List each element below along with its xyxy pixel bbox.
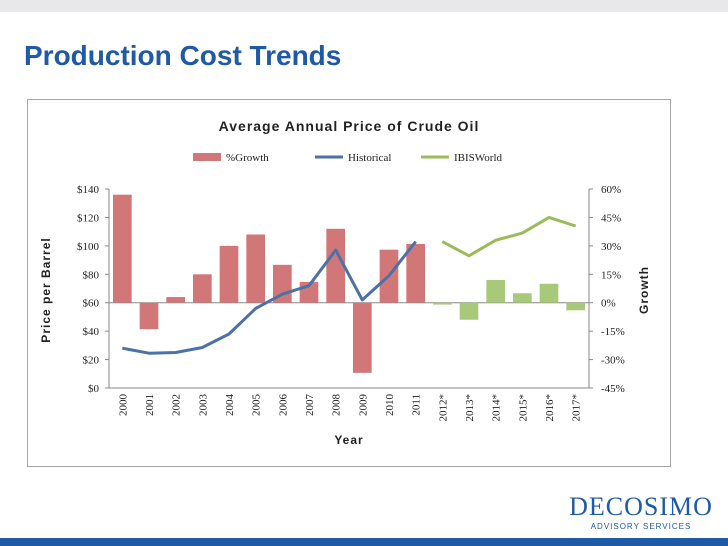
x-tick-label: 2010: [384, 394, 396, 417]
growth-bar-2003: [193, 274, 212, 303]
x-tick-label: 2002: [171, 394, 183, 416]
slide-title: Production Cost Trends: [24, 40, 342, 71]
x-tick-label: 2004: [224, 394, 236, 417]
left-tick-label: $40: [83, 326, 100, 338]
x-tick-label: 2017*: [571, 394, 583, 422]
historical-line: [122, 240, 417, 355]
right-tick-label: 0%: [601, 298, 616, 310]
x-tick-label: 2000: [117, 394, 129, 417]
x-axis-title: Year: [334, 433, 363, 447]
left-tick-label: $140: [77, 184, 100, 196]
footer-bar: [0, 538, 728, 546]
growth-bar-2011: [406, 243, 425, 303]
legend-label-growth: %Growth: [226, 152, 269, 164]
x-tick-label: 2011: [411, 394, 423, 416]
left-tick-label: $80: [83, 269, 100, 281]
growth-bar-2015-f: [513, 293, 532, 303]
growth-bar-2005: [246, 234, 265, 303]
x-tick-label: 2005: [251, 394, 263, 417]
left-tick-label: $100: [77, 241, 100, 253]
growth-bar-2014-f: [486, 279, 505, 303]
x-tick-label: 2006: [277, 394, 289, 417]
growth-bar-2001: [139, 302, 159, 330]
growth-bar-2008: [326, 228, 345, 303]
growth-bar-2012-f: [433, 302, 452, 305]
legend-label-ibisworld: IBISWorld: [454, 152, 503, 164]
decosimo-logo: DECOSIMO ADVISORY SERVICES: [566, 492, 716, 532]
x-tick-label: 2007: [304, 394, 316, 417]
growth-bar-2017-f: [566, 302, 585, 311]
right-tick-label: 30%: [601, 241, 621, 253]
right-tick-label: 60%: [601, 184, 621, 196]
right-tick-label: -15%: [601, 326, 625, 338]
growth-bar-2002: [166, 297, 185, 303]
right-tick-label: 15%: [601, 269, 621, 281]
x-tick-label: 2009: [357, 394, 369, 417]
left-tick-label: $60: [83, 298, 100, 310]
growth-bar-2000: [113, 194, 132, 303]
logo-tagline: ADVISORY SERVICES: [590, 522, 692, 531]
right-tick-label: -30%: [601, 355, 625, 367]
right-tick-label: 45%: [601, 212, 621, 224]
legend-label-historical: Historical: [348, 152, 391, 164]
x-tick-label: 2014*: [491, 394, 503, 422]
x-tick-label: 2016*: [544, 394, 556, 422]
growth-bar-2009: [353, 302, 372, 373]
left-tick-label: $0: [88, 383, 100, 395]
x-tick-label: 2015*: [517, 394, 529, 422]
x-tick-label: 2003: [197, 394, 209, 417]
x-tick-label: 2001: [144, 394, 156, 416]
growth-bar-2013-f: [459, 302, 479, 320]
top-band: [0, 0, 728, 12]
x-tick-label: 2013*: [464, 394, 476, 422]
y-axis-title-left: Price per Barrel: [39, 237, 53, 342]
growth-bar-2004: [219, 245, 239, 303]
crude-oil-chart: Average Annual Price of Crude Oil %Growth…: [39, 118, 651, 447]
left-tick-label: $120: [77, 212, 100, 224]
y-axis-title-right: Growth: [637, 266, 651, 314]
legend-growth-swatch: [193, 153, 221, 161]
growth-bar-2016-f: [539, 283, 559, 303]
left-tick-label: $20: [83, 355, 100, 367]
right-tick-label: -45%: [601, 383, 625, 395]
x-tick-label: 2012*: [437, 394, 449, 422]
chart-title: Average Annual Price of Crude Oil: [219, 118, 480, 134]
ibisworld-line: [441, 215, 577, 258]
chart-frame: Average Annual Price of Crude Oil %Growth…: [27, 99, 671, 467]
logo-name: DECOSIMO: [569, 492, 713, 521]
x-tick-label: 2008: [331, 394, 343, 417]
